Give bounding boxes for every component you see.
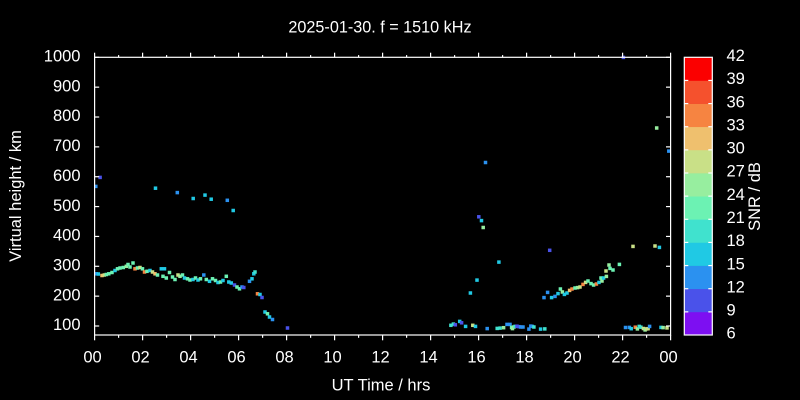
svg-text:10: 10 [323,349,341,367]
svg-text:18: 18 [727,232,745,250]
svg-text:600: 600 [53,167,81,185]
svg-text:42: 42 [727,47,745,65]
svg-text:36: 36 [727,93,745,111]
svg-text:6: 6 [727,325,736,343]
svg-text:100: 100 [53,316,81,334]
svg-text:300: 300 [53,256,81,274]
svg-text:33: 33 [727,116,745,134]
svg-text:16: 16 [467,349,485,367]
svg-text:24: 24 [727,186,745,204]
svg-text:20: 20 [563,349,581,367]
svg-text:00: 00 [83,349,101,367]
svg-text:400: 400 [53,227,81,245]
svg-text:02: 02 [131,349,149,367]
svg-text:08: 08 [275,349,293,367]
svg-text:12: 12 [371,349,389,367]
svg-text:06: 06 [227,349,245,367]
svg-text:39: 39 [727,70,745,88]
svg-text:00: 00 [659,349,677,367]
svg-text:9: 9 [727,302,736,320]
svg-text:04: 04 [179,349,197,367]
svg-text:21: 21 [727,209,745,227]
svg-text:27: 27 [727,163,745,181]
svg-text:18: 18 [515,349,533,367]
svg-text:12: 12 [727,278,745,296]
svg-text:800: 800 [53,107,81,125]
svg-text:UT Time / hrs: UT Time / hrs [332,377,431,395]
svg-text:14: 14 [419,349,437,367]
svg-text:30: 30 [727,140,745,158]
svg-text:500: 500 [53,197,81,215]
svg-text:SNR / dB: SNR / dB [746,162,764,231]
svg-text:1000: 1000 [44,48,81,66]
svg-text:2025-01-30. f = 1510 kHz: 2025-01-30. f = 1510 kHz [288,18,471,36]
svg-text:Virtual height / km: Virtual height / km [7,130,25,262]
svg-text:22: 22 [611,349,629,367]
svg-text:900: 900 [53,77,81,95]
svg-text:15: 15 [727,255,745,273]
svg-text:700: 700 [53,137,81,155]
svg-text:200: 200 [53,286,81,304]
